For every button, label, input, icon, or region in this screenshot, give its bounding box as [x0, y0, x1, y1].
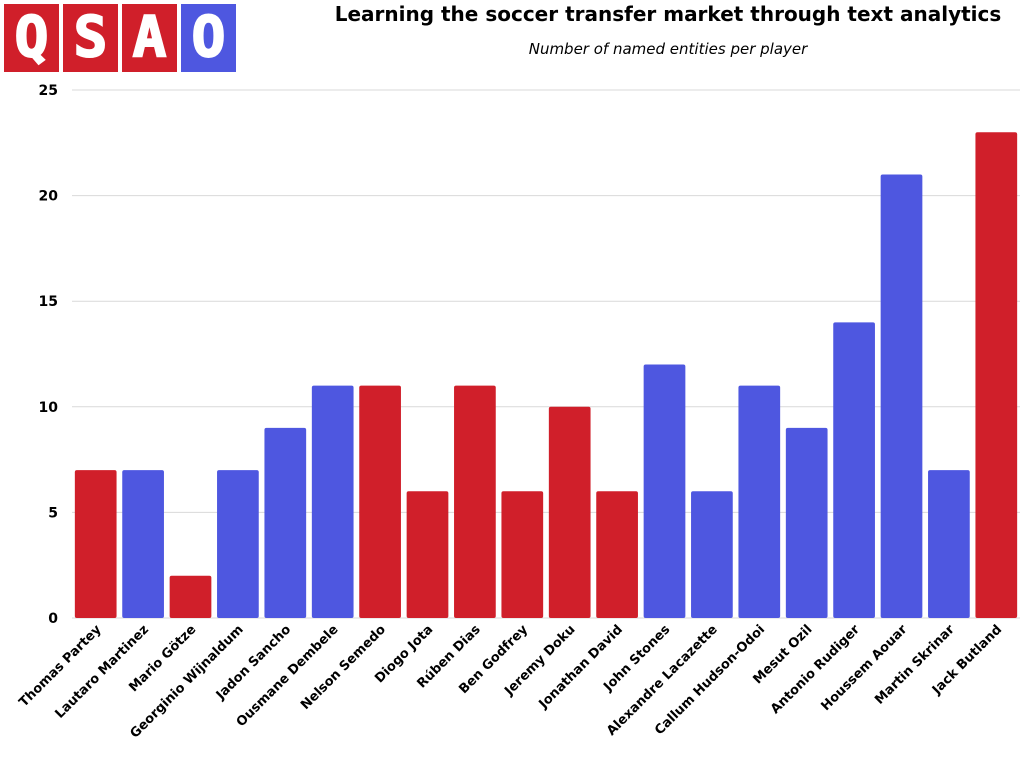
bar — [691, 491, 733, 618]
bar — [217, 470, 259, 618]
bar — [454, 385, 496, 618]
y-tick-label: 10 — [39, 400, 59, 416]
bar — [311, 385, 354, 618]
y-tick-label: 0 — [48, 611, 58, 627]
bar — [264, 427, 307, 618]
bar — [74, 470, 117, 618]
bar — [169, 575, 212, 618]
y-tick-label: 15 — [39, 294, 58, 310]
chart-title: Learning the soccer transfer market thro… — [334, 2, 1002, 26]
bar — [643, 364, 686, 618]
x-tick-label: Thomas Partey — [16, 622, 104, 710]
logo-letter-q: Q — [4, 4, 59, 72]
logo-letter-o: O — [181, 4, 236, 72]
bar — [738, 385, 781, 618]
x-tick-label: Nelson Semedo — [298, 622, 389, 713]
bar — [122, 470, 164, 618]
bar — [406, 491, 449, 618]
y-tick-label: 20 — [39, 189, 59, 205]
bar — [596, 491, 638, 618]
x-tick-label: Martin Skrinar — [872, 622, 958, 708]
bar — [359, 385, 401, 618]
y-tick-label: 25 — [39, 83, 58, 99]
bar — [833, 322, 875, 618]
x-tick-label: Lautaro Martinez — [53, 622, 152, 721]
bar — [501, 491, 544, 618]
x-tick-label: Antonio Rudiger — [768, 622, 863, 717]
qsao-logo: Q S A O — [4, 4, 236, 72]
x-tick-label: Houssem Aouar — [818, 622, 910, 714]
bar — [548, 406, 591, 618]
y-tick-label: 5 — [48, 505, 58, 521]
bar — [785, 427, 828, 618]
bar — [975, 132, 1018, 619]
logo-letter-a: A — [122, 4, 177, 72]
bar — [880, 174, 923, 619]
bar — [928, 470, 970, 618]
logo-letter-s: S — [63, 4, 118, 72]
chart-subtitle: Number of named entities per player — [528, 40, 808, 58]
x-tick-label: Jonathan David — [536, 622, 626, 712]
